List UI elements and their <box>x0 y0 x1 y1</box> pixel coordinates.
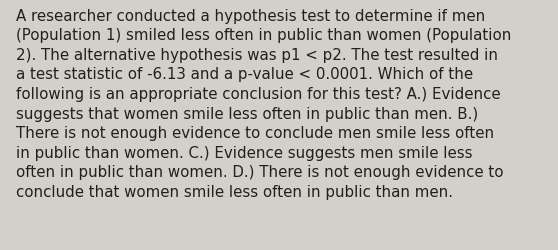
Text: A researcher conducted a hypothesis test to determine if men
(Population 1) smil: A researcher conducted a hypothesis test… <box>16 9 511 199</box>
